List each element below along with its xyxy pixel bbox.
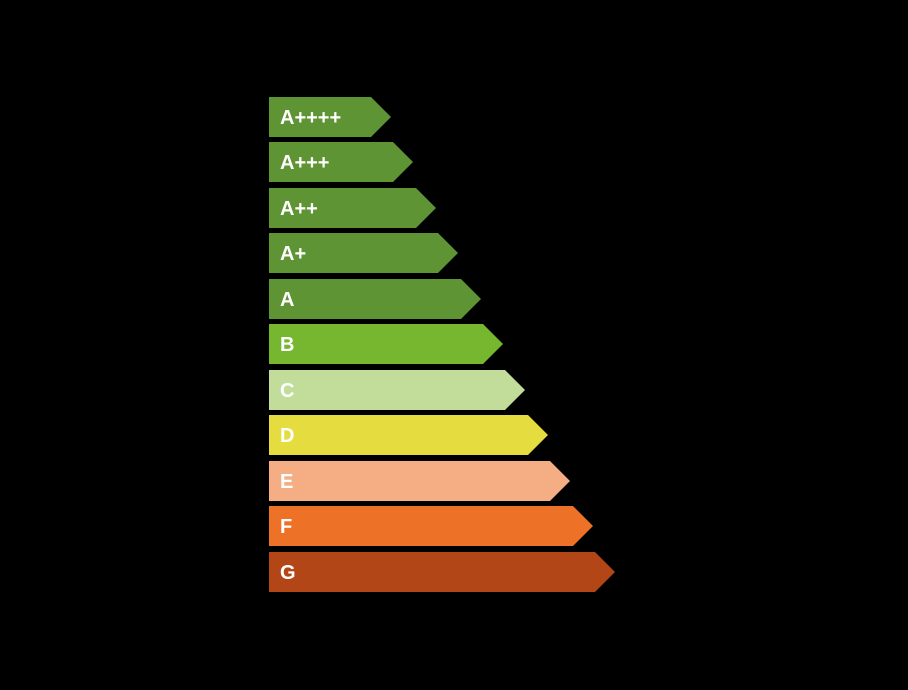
energy-class-bar-e: E xyxy=(269,461,570,501)
energy-class-label: G xyxy=(280,562,296,584)
energy-class-label: A++++ xyxy=(280,107,342,129)
energy-class-bar-c: C xyxy=(269,370,525,410)
energy-class-label: A+++ xyxy=(280,152,330,174)
energy-class-bar-g: G xyxy=(269,552,615,592)
energy-class-bar-aplus: A+ xyxy=(269,233,458,273)
energy-class-label: A xyxy=(280,289,295,311)
energy-class-label: A++ xyxy=(280,198,318,220)
energy-class-label: D xyxy=(280,425,295,447)
energy-class-bar-b: B xyxy=(269,324,503,364)
energy-class-label: A+ xyxy=(280,243,307,265)
energy-class-label: B xyxy=(280,334,295,356)
energy-class-bar-aplusplus: A++ xyxy=(269,188,436,228)
energy-class-label: F xyxy=(280,516,293,538)
energy-class-bar-f: F xyxy=(269,506,593,546)
energy-class-bar-d: D xyxy=(269,415,548,455)
energy-class-bar-aplusplusplusplus: A++++ xyxy=(269,97,391,137)
energy-class-label: E xyxy=(280,471,294,493)
energy-class-bar-aplusplusplus: A+++ xyxy=(269,142,413,182)
energy-class-bar-a: A xyxy=(269,279,481,319)
energy-class-label: C xyxy=(280,380,295,402)
